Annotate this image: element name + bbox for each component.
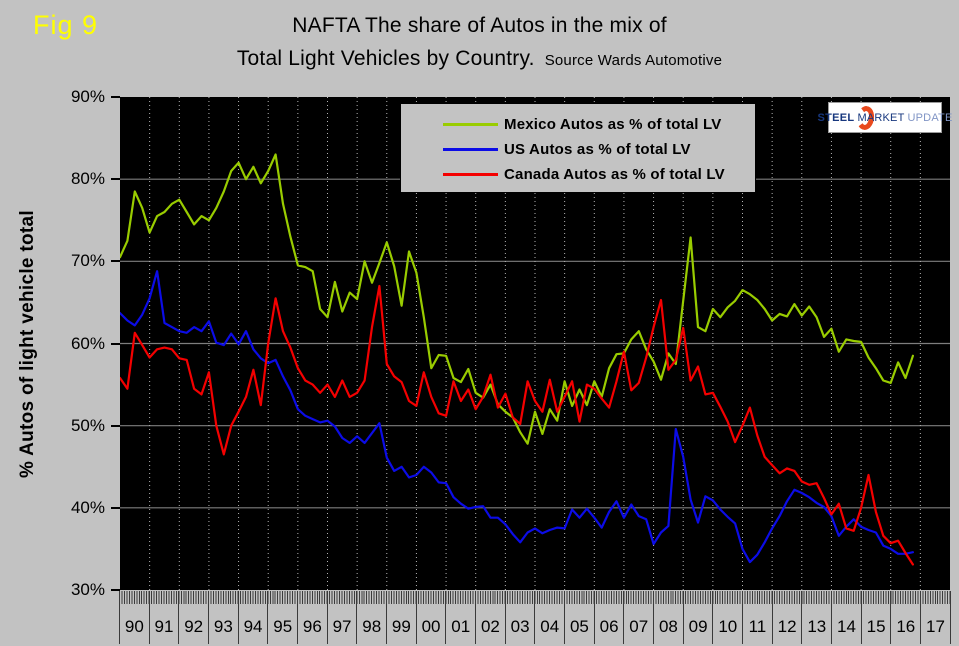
x-tick-label: 16	[890, 591, 920, 644]
y-tick-mark	[111, 342, 120, 345]
x-tick-label: 01	[445, 591, 475, 644]
x-tick-label: 91	[148, 591, 179, 644]
series-line-us	[120, 270, 915, 564]
steel-market-update-logo: STEEL MARKET UPDATE	[818, 102, 952, 133]
legend-label: Canada Autos as % of total LV	[504, 166, 725, 183]
chart-title: NAFTA The share of Autos in the mix of T…	[0, 14, 959, 71]
x-tick-label: 96	[297, 591, 327, 644]
x-tick-label: 04	[534, 591, 564, 644]
y-tick-mark	[111, 424, 120, 427]
legend-swatch	[443, 148, 498, 151]
x-tick-label: 97	[326, 591, 357, 644]
legend-swatch	[443, 123, 498, 126]
x-tick-label: 00	[415, 591, 446, 644]
x-tick-label: 11	[742, 591, 772, 644]
x-tick-label: 05	[564, 591, 594, 644]
chart-title-line2: Total Light Vehicles by Country. Source W…	[0, 47, 959, 71]
x-tick-label: 99	[386, 591, 416, 644]
x-tick-label: 14	[831, 591, 861, 644]
y-tick-label: 90%	[70, 87, 105, 106]
legend-swatch	[443, 173, 498, 176]
legend-item: US Autos as % of total LV	[443, 137, 755, 162]
logo-word-market: MARKET	[857, 111, 905, 124]
legend: Mexico Autos as % of total LV US Autos as…	[400, 103, 756, 193]
x-tick-label: 09	[682, 591, 713, 644]
x-tick-label: 93	[208, 591, 238, 644]
x-tick-label: 15	[860, 591, 891, 644]
y-tick-mark	[111, 260, 120, 263]
x-tick-label: 08	[653, 591, 683, 644]
x-tick-label: 12	[771, 591, 802, 644]
y-tick-label: 40%	[70, 497, 105, 517]
figure-label: Fig 9	[33, 10, 99, 40]
y-tick-mark	[111, 589, 120, 591]
chart-title-line1: NAFTA The share of Autos in the mix of	[292, 14, 667, 37]
chart-canvas	[120, 97, 950, 590]
y-tick-label: 30%	[70, 580, 105, 599]
x-tick-label: 13	[801, 591, 831, 644]
x-tick-label: 98	[356, 591, 386, 644]
x-tick-label: 92	[178, 591, 208, 644]
x-tick-label: 02	[475, 591, 505, 644]
logo-word-update: UPDATE	[907, 111, 953, 124]
x-tick-label: 94	[237, 591, 268, 644]
legend-label: Mexico Autos as % of total LV	[504, 116, 722, 133]
series-line-canada	[120, 284, 915, 566]
logo-word-steel: STEEL	[817, 111, 855, 124]
y-tick-label: 50%	[70, 415, 105, 435]
y-tick-label: 60%	[70, 333, 105, 353]
chart-source-note: Source Wards Automotive	[544, 52, 723, 69]
y-tick-label: 80%	[70, 169, 105, 189]
x-tick-label: 95	[267, 591, 297, 644]
x-axis-labels: 90 91 92 93 94 95 96 97 98 99 00 01 02 03 04 05 06 07 08 09…	[119, 591, 951, 644]
legend-item: Canada Autos as % of total LV	[443, 162, 755, 187]
y-tick-mark	[111, 96, 120, 98]
x-tick-label: 90	[119, 591, 149, 644]
series-line-mexico	[120, 153, 915, 445]
x-tick-label: 03	[504, 591, 535, 644]
legend-item: Mexico Autos as % of total LV	[443, 112, 755, 137]
legend-label: US Autos as % of total LV	[504, 141, 691, 158]
x-tick-label: 07	[623, 591, 653, 644]
y-tick-mark	[111, 178, 120, 181]
y-tick-label: 70%	[70, 251, 105, 271]
x-tick-label: 10	[712, 591, 742, 644]
y-tick-mark	[111, 506, 120, 509]
chart-title-line2-text: Total Light Vehicles by Country.	[236, 47, 535, 70]
x-tick-label: 06	[593, 591, 624, 644]
x-tick-label: 17	[920, 591, 950, 644]
